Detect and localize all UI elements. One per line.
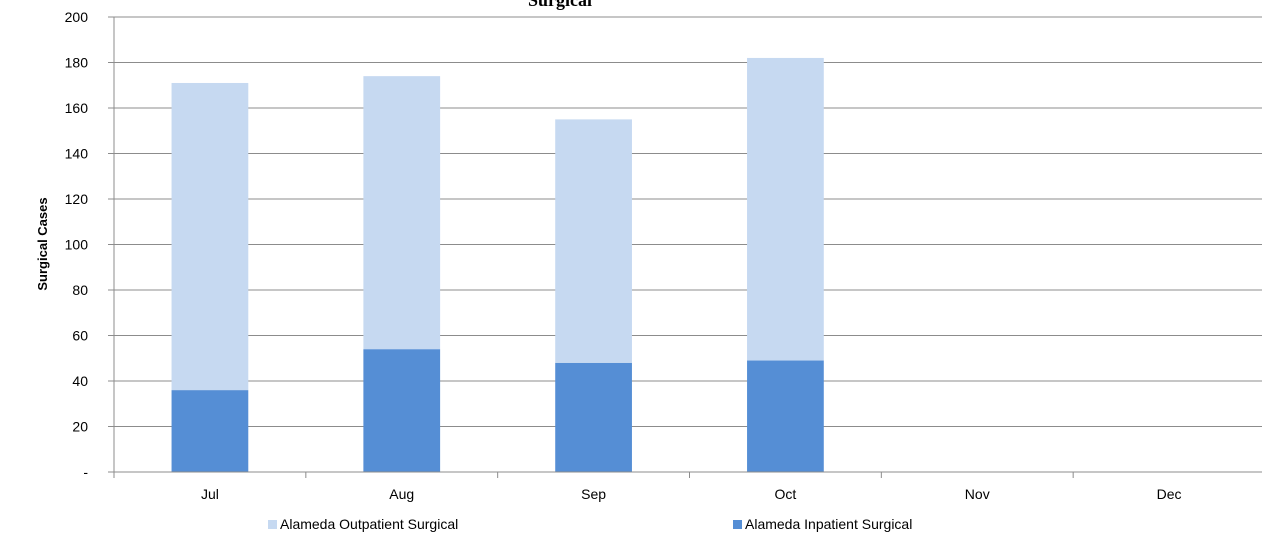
y-tick-label: 100	[65, 237, 89, 253]
legend: Alameda Outpatient Surgical Alameda Inpat…	[268, 516, 912, 532]
x-tick-label: Oct	[775, 486, 797, 502]
legend-swatch	[268, 520, 277, 529]
bar-oct-inpatient	[747, 360, 824, 472]
y-tick-label: 180	[65, 55, 89, 71]
x-tick-label: Sep	[581, 486, 606, 502]
y-tick-label: 40	[72, 373, 88, 389]
bar-jul-inpatient	[171, 390, 249, 472]
legend-swatch	[733, 520, 742, 529]
y-tick-label: 80	[72, 282, 88, 298]
axes: - 20 40 60 80 100 120 140 160 180 200 Jul Aug Sep Oct N…	[65, 9, 1262, 502]
y-tick-label: 120	[65, 191, 89, 207]
y-tick-label: 160	[65, 100, 89, 116]
gridlines	[114, 16, 1262, 427]
x-tick-label: Dec	[1157, 486, 1182, 502]
x-tick-label: Jul	[201, 486, 219, 502]
bars	[171, 57, 824, 472]
bar-oct-outpatient	[747, 57, 824, 361]
y-tick-label: 60	[72, 328, 88, 344]
x-tick-label: Aug	[389, 486, 414, 502]
y-axis-label: Surgical Cases	[35, 197, 50, 290]
bar-sep-outpatient	[555, 119, 632, 363]
bar-aug-outpatient	[363, 76, 441, 350]
y-tick-label: -	[83, 464, 88, 480]
legend-label: Alameda Outpatient Surgical	[280, 516, 458, 532]
y-tick-label: 200	[65, 9, 89, 25]
bar-sep-inpatient	[555, 362, 632, 472]
y-tick-label: 20	[72, 419, 88, 435]
y-tick-label: 140	[65, 146, 89, 162]
chart-title: Surgical	[528, 0, 592, 10]
bar-jul-outpatient	[171, 82, 249, 391]
bar-aug-inpatient	[363, 349, 441, 472]
legend-label: Alameda Inpatient Surgical	[745, 516, 912, 532]
x-tick-label: Nov	[965, 486, 990, 502]
